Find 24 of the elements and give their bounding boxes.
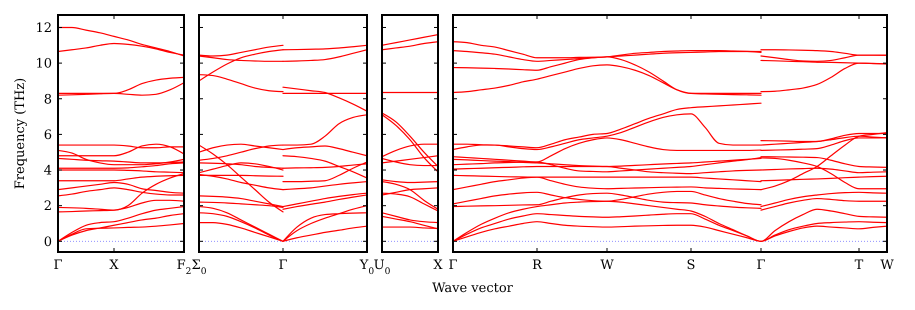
y-tick-label: 0 bbox=[44, 234, 52, 250]
y-tick-label: 6 bbox=[44, 128, 52, 143]
x-tick-label: R bbox=[532, 258, 544, 273]
x-axis-title: Wave vector bbox=[432, 281, 514, 296]
x-tick-label: Γ bbox=[53, 258, 63, 273]
y-tick-label: 10 bbox=[35, 56, 52, 72]
x-tick-label: W bbox=[880, 258, 894, 273]
y-tick-label: 4 bbox=[44, 164, 52, 179]
y-tick-label: 12 bbox=[35, 20, 52, 36]
x-tick-label: Γ bbox=[278, 258, 288, 273]
x-tick-label: Σ$_{0}$ bbox=[192, 258, 207, 277]
x-tick-label: T bbox=[854, 258, 864, 273]
y-tick-label: 8 bbox=[44, 92, 52, 108]
y-tick-label: 2 bbox=[44, 199, 52, 214]
y-axis-title: Frequency (THz) bbox=[13, 78, 28, 190]
x-tick-label: Γ bbox=[448, 258, 458, 273]
x-tick-label: X bbox=[433, 258, 444, 273]
x-tick-label: X bbox=[109, 258, 120, 273]
x-tick-label: U$_{0}$ bbox=[374, 258, 391, 277]
x-tick-label: W bbox=[600, 258, 614, 273]
x-tick-label: Y$_{0}$ bbox=[358, 258, 374, 277]
x-tick-label: Γ bbox=[756, 258, 766, 273]
x-tick-label: S bbox=[686, 258, 696, 273]
x-tick-label: F$_{2}$ bbox=[176, 258, 192, 277]
